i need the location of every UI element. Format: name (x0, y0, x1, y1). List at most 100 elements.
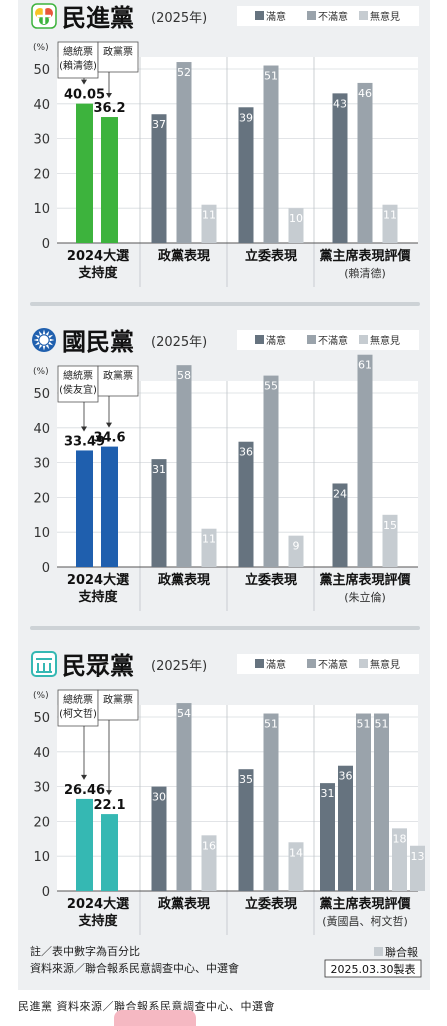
unit-label: (%) (33, 367, 49, 377)
support-bar (101, 117, 118, 243)
support-category-label: 支持度 (77, 589, 118, 605)
support-category-label: 支持度 (77, 265, 118, 281)
category-bar (320, 783, 335, 891)
legend-swatch (307, 11, 316, 20)
category-label: 立委表現 (245, 572, 297, 588)
support-bar (76, 103, 93, 243)
legend-label: 無意見 (370, 10, 400, 23)
support-bar-value: 34.6 (93, 431, 125, 446)
support-bar (76, 450, 93, 567)
brand-swatch (374, 947, 383, 956)
category-bar-value: 9 (293, 540, 300, 553)
dpp-logo-cross (37, 9, 51, 24)
section-separator (30, 626, 420, 630)
y-tick-label: 50 (33, 387, 50, 402)
y-tick-label: 20 (33, 491, 50, 506)
support-bar (101, 446, 118, 567)
legend-label: 無意見 (370, 334, 400, 347)
year-label: (2025年) (151, 11, 207, 26)
category-bar-value: 18 (393, 832, 407, 845)
category-label: (賴清德) (344, 266, 386, 280)
legend-label: 無意見 (370, 658, 400, 671)
category-bar-value: 51 (375, 718, 389, 731)
support-category-label: 2024大選 (67, 248, 129, 264)
support-tag-arrowhead (106, 790, 112, 796)
support-tag-box (97, 365, 139, 397)
category-bar-value: 36 (239, 446, 253, 459)
category-bar (410, 845, 425, 891)
unit-label: (%) (33, 691, 49, 701)
category-bar (151, 786, 167, 891)
footer-source: 資料來源／聯合報系民意調查中心、中選會 (30, 961, 239, 975)
legend-swatch (359, 11, 368, 20)
y-tick-label: 40 (33, 746, 50, 761)
y-tick-label: 0 (42, 561, 50, 576)
y-tick-label: 40 (33, 422, 50, 437)
category-bar (332, 483, 348, 567)
y-tick-label: 20 (33, 167, 50, 182)
y-tick-label: 40 (33, 98, 50, 113)
category-bar (238, 107, 254, 243)
support-tag-arrowhead (106, 93, 112, 99)
legend-label: 滿意 (266, 334, 286, 347)
legend-box (237, 330, 419, 350)
legend-swatch (307, 659, 316, 668)
legend-label: 滿意 (266, 10, 286, 23)
legend-swatch (359, 335, 368, 344)
support-tag-label: (柯文哲) (59, 707, 97, 720)
category-bar-value: 51 (264, 718, 278, 731)
party-title: 民眾黨 (62, 652, 134, 680)
category-label: 政黨表現 (158, 572, 210, 588)
category-bar (332, 93, 348, 243)
unit-label: (%) (33, 43, 49, 53)
category-bar-value: 30 (152, 791, 166, 804)
legend-swatch (359, 659, 368, 668)
category-bar (382, 514, 398, 567)
support-category-label: 2024大選 (67, 572, 129, 588)
year-label: (2025年) (151, 659, 207, 674)
legend: 滿意 不滿意 無意見 (237, 330, 419, 350)
legend-label: 不滿意 (318, 658, 348, 671)
category-bar (176, 62, 192, 243)
support-category-label: 支持度 (77, 913, 118, 929)
category-bar-value: 39 (239, 111, 253, 124)
legend-label: 滿意 (266, 658, 286, 671)
category-bar (151, 459, 167, 567)
category-bar-value: 10 (289, 212, 303, 225)
legend-box (237, 654, 419, 674)
category-label: 黨主席表現評價 (319, 572, 411, 588)
category-bar-value: 43 (333, 97, 347, 110)
support-tag-box (57, 41, 99, 79)
category-label: 政黨表現 (158, 248, 210, 264)
legend-swatch (255, 11, 264, 20)
chart-section-1: 民進黨 (2025年) 滿意 不滿意 無意見 0 10 20 30 40 50 (%) 40.0536.… (30, 3, 420, 306)
category-label: (朱立倫) (344, 590, 386, 604)
category-label: 立委表現 (245, 248, 297, 264)
category-label: (黃國昌、柯文哲) (322, 914, 408, 928)
tpp-logo-lines (36, 658, 52, 673)
party-title: 民進黨 (62, 4, 134, 32)
category-bar-value: 36 (339, 770, 353, 783)
party-satisfaction-charts: 民進黨 (2025年) 滿意 不滿意 無意見01020304050(%)40.0536.… (30, 3, 425, 978)
category-bar-value: 13 (411, 850, 425, 863)
category-bar (201, 204, 217, 243)
date-box (324, 959, 422, 978)
category-bar-value: 51 (264, 70, 278, 83)
y-tick-label: 30 (33, 133, 50, 148)
category-bar (151, 114, 167, 244)
category-label: 黨主席表現評價 (319, 248, 411, 264)
image-caption: 民進黨 資料來源／聯合報系民意調查中心、中選會 (18, 1000, 275, 1013)
legend-label: 不滿意 (318, 10, 348, 23)
year-label: (2025年) (151, 335, 207, 350)
y-tick-label: 0 (42, 237, 50, 252)
support-bar-value: 33.49 (64, 434, 105, 449)
footer-note: 註／表中數字為百分比 (30, 944, 140, 958)
support-tag-label: (侯友宜) (59, 383, 97, 396)
category-bar-value: 35 (239, 773, 253, 786)
section-separator (30, 302, 420, 306)
support-category-label: 2024大選 (67, 896, 129, 912)
support-tag-label: 政黨票 (103, 45, 133, 58)
legend-box (237, 6, 419, 26)
support-tag-label: 總統票 (63, 369, 93, 382)
